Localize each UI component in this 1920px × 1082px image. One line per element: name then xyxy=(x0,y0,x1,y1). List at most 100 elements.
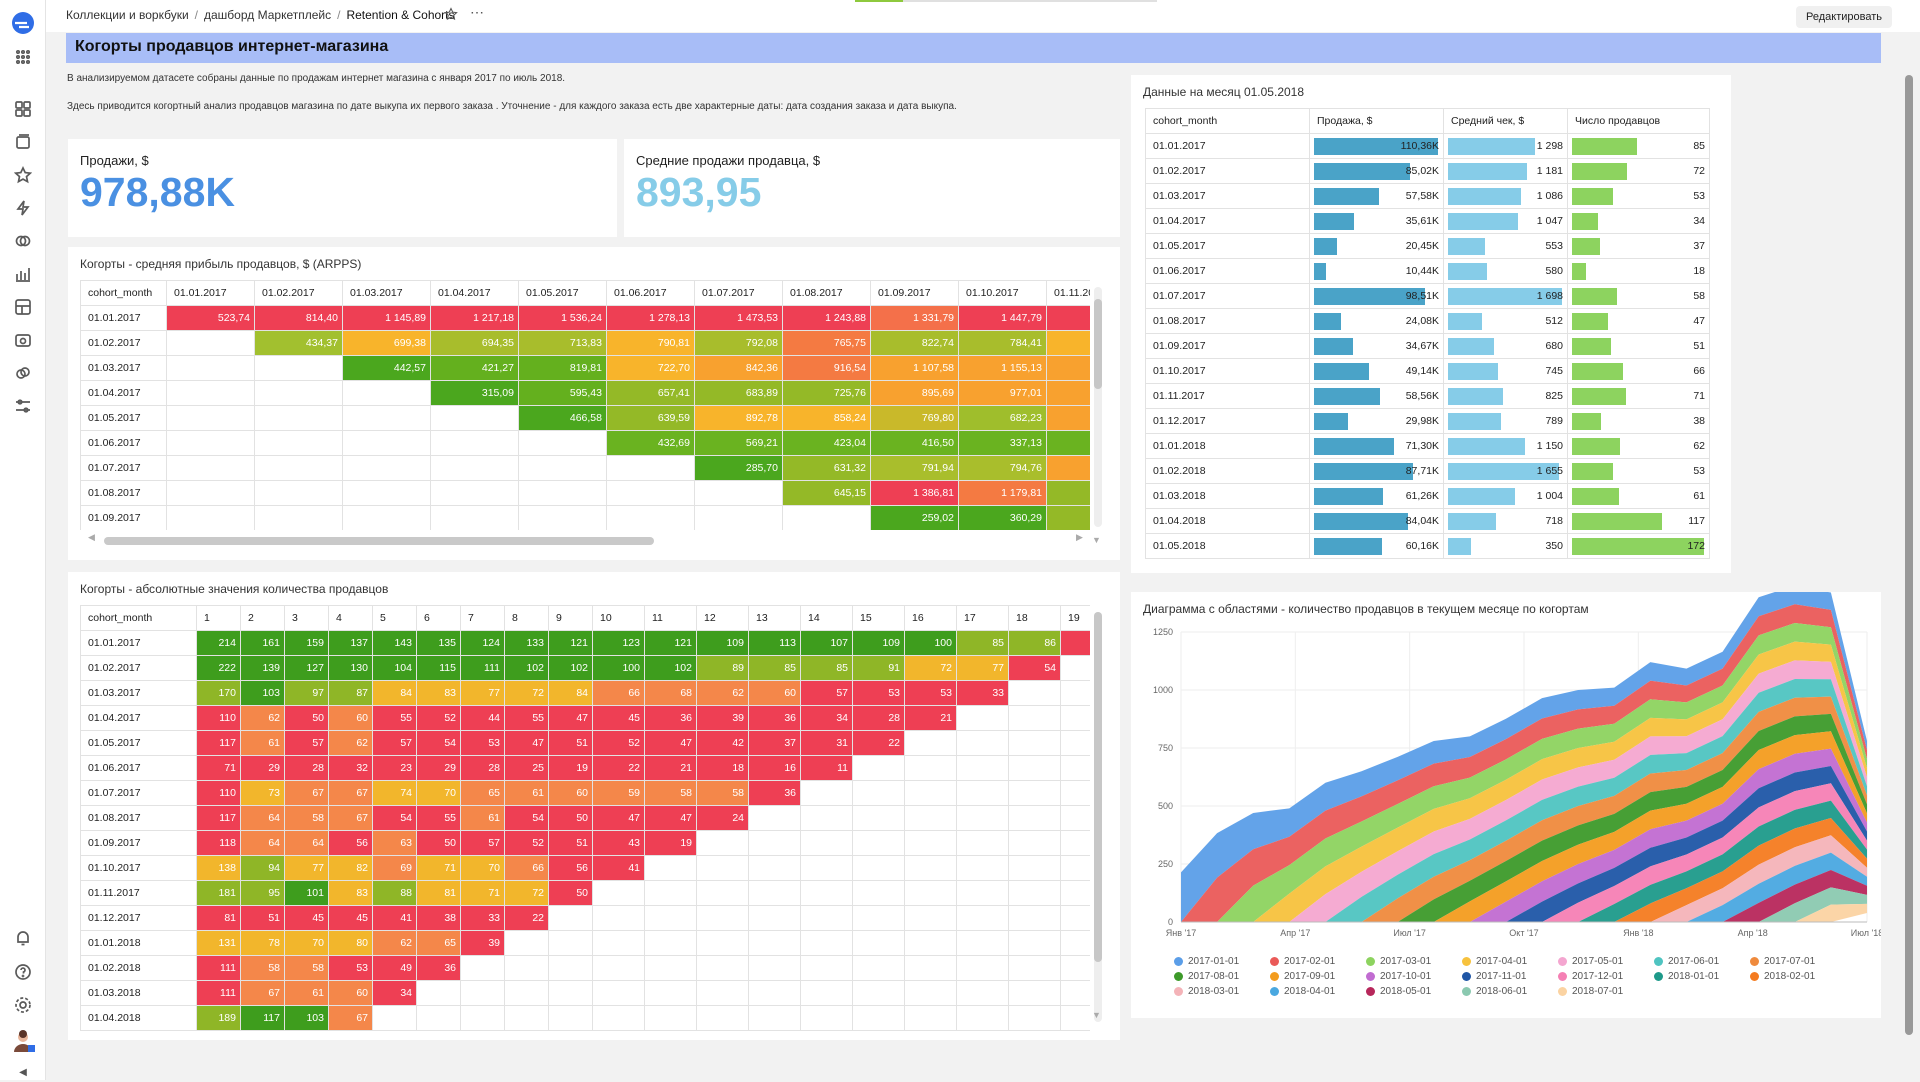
abs-table-viewport[interactable]: cohort_month 1 2 3 4 5 6 7 8 9 10 11 12 13 14 15 16 17 18 1… xyxy=(80,605,1090,1035)
table-cell: 58 xyxy=(696,780,749,806)
column-header[interactable]: 10 xyxy=(592,605,645,631)
collapse-nav-icon[interactable]: ◀ xyxy=(19,1066,27,1078)
legend-item[interactable]: 2017-12-01 xyxy=(1558,971,1623,982)
column-header[interactable]: 01.07.2017 xyxy=(694,280,783,306)
page-scrollbar-thumb[interactable] xyxy=(1905,75,1913,1035)
favorite-star-icon[interactable] xyxy=(444,7,458,21)
avatar[interactable] xyxy=(11,1028,35,1052)
legend-item[interactable]: 2018-03-01 xyxy=(1174,986,1239,997)
legend-item[interactable]: 2018-04-01 xyxy=(1270,986,1335,997)
legend-item[interactable]: 2017-07-01 xyxy=(1750,956,1815,967)
favorites-icon[interactable] xyxy=(13,165,33,185)
column-header[interactable]: 01.10.2017 xyxy=(958,280,1047,306)
column-header[interactable]: 8 xyxy=(504,605,549,631)
grid-menu-icon[interactable] xyxy=(13,47,33,67)
breadcrumb-dashboard[interactable]: дашборд Маркетплейс xyxy=(204,8,332,22)
column-header[interactable]: 7 xyxy=(460,605,505,631)
reports-icon[interactable] xyxy=(13,330,33,350)
scrollbar-thumb[interactable] xyxy=(1094,612,1102,962)
bar-value: 57,58K xyxy=(1405,190,1439,202)
help-icon[interactable] xyxy=(13,962,33,982)
column-header[interactable]: 01.04.2017 xyxy=(430,280,519,306)
legend-swatch xyxy=(1270,957,1279,966)
logo-icon[interactable] xyxy=(10,10,36,36)
column-header[interactable]: Число продавцов xyxy=(1567,108,1710,134)
table-row: 01.09.2017 34,67K 680 51 xyxy=(1145,333,1710,359)
dashboards-icon[interactable] xyxy=(13,297,33,317)
column-header[interactable]: 2 xyxy=(240,605,285,631)
edit-button[interactable]: Редактировать xyxy=(1796,6,1892,28)
legend-item[interactable]: 2017-04-01 xyxy=(1462,956,1527,967)
legend-item[interactable]: 2017-01-01 xyxy=(1174,956,1239,967)
column-header[interactable]: 17 xyxy=(956,605,1009,631)
scroll-down-icon[interactable]: ▼ xyxy=(1092,535,1101,545)
table-header-row: cohort_month Продажа, $ Средний чек, $ Числ… xyxy=(1145,108,1710,134)
legend-item[interactable]: 2017-10-01 xyxy=(1366,971,1431,982)
column-header[interactable]: 11 xyxy=(644,605,697,631)
column-header[interactable]: 01.11.2017 xyxy=(1046,280,1090,306)
scrollbar-thumb[interactable] xyxy=(1094,299,1102,389)
column-header[interactable]: 18 xyxy=(1008,605,1061,631)
column-header[interactable]: 16 xyxy=(904,605,957,631)
charts-icon[interactable] xyxy=(13,264,33,284)
table-row: 01.03.2018 61,26K 1 004 61 xyxy=(1145,483,1710,509)
horizontal-scrollbar-thumb[interactable] xyxy=(104,537,654,545)
column-header[interactable]: 12 xyxy=(696,605,749,631)
legend-item[interactable]: 2017-11-01 xyxy=(1462,971,1526,982)
more-menu-icon[interactable]: ⋯ xyxy=(470,4,485,20)
datasets-icon[interactable] xyxy=(13,231,33,251)
column-header[interactable]: 19 xyxy=(1060,605,1090,631)
column-header[interactable]: cohort_month xyxy=(1145,108,1310,134)
settings-sliders-icon[interactable] xyxy=(13,396,33,416)
column-header[interactable]: 01.02.2017 xyxy=(254,280,343,306)
column-header[interactable]: 01.06.2017 xyxy=(606,280,695,306)
column-header[interactable]: 13 xyxy=(748,605,801,631)
column-header[interactable]: 1 xyxy=(196,605,241,631)
column-header[interactable]: 01.09.2017 xyxy=(870,280,959,306)
column-header[interactable]: 5 xyxy=(372,605,417,631)
legend-item[interactable]: 2017-09-01 xyxy=(1270,971,1335,982)
legend-item[interactable]: 2017-08-01 xyxy=(1174,971,1239,982)
collections-icon[interactable] xyxy=(13,99,33,119)
legend-item[interactable]: 2017-05-01 xyxy=(1558,956,1623,967)
column-header[interactable]: 14 xyxy=(800,605,853,631)
legend-item[interactable]: 2018-01-01 xyxy=(1654,971,1719,982)
settings-gear-icon[interactable] xyxy=(13,995,33,1015)
column-header[interactable]: 3 xyxy=(284,605,329,631)
scroll-left-icon[interactable]: ◀ xyxy=(88,532,95,542)
column-header[interactable]: cohort_month xyxy=(80,280,167,306)
page-scrollbar-track[interactable] xyxy=(1904,70,1914,1040)
notifications-bell-icon[interactable] xyxy=(13,928,33,948)
vertical-scrollbar[interactable] xyxy=(1094,287,1102,527)
legend-item[interactable]: 2017-03-01 xyxy=(1366,956,1431,967)
table-cell: 66 xyxy=(592,680,645,706)
integrations-icon[interactable] xyxy=(13,363,33,383)
column-header[interactable]: 01.03.2017 xyxy=(342,280,431,306)
legend-item[interactable]: 2018-02-01 xyxy=(1750,971,1815,982)
column-header[interactable]: 01.08.2017 xyxy=(782,280,871,306)
column-header[interactable]: 9 xyxy=(548,605,593,631)
column-header[interactable]: cohort_month xyxy=(80,605,197,631)
column-header[interactable]: Средний чек, $ xyxy=(1443,108,1568,134)
legend-item[interactable]: 2018-06-01 xyxy=(1462,986,1527,997)
column-header[interactable]: 15 xyxy=(852,605,905,631)
monthly-table-viewport[interactable]: cohort_month Продажа, $ Средний чек, $ Числ… xyxy=(1145,108,1717,560)
legend-item[interactable]: 2017-06-01 xyxy=(1654,956,1719,967)
column-header[interactable]: 4 xyxy=(328,605,373,631)
scroll-down-icon[interactable]: ▼ xyxy=(1092,1010,1101,1020)
legend-item[interactable]: 2018-05-01 xyxy=(1366,986,1431,997)
arpps-table-viewport[interactable]: cohort_month 01.01.2017 01.02.2017 01.03.20… xyxy=(80,280,1090,530)
column-header[interactable]: 01.05.2017 xyxy=(518,280,607,306)
legend-item[interactable]: 2017-02-01 xyxy=(1270,956,1335,967)
vertical-scrollbar[interactable] xyxy=(1094,612,1102,1022)
column-header[interactable]: 6 xyxy=(416,605,461,631)
column-header[interactable]: Продажа, $ xyxy=(1309,108,1444,134)
table-row: 01.12.2017 81 51 45 45 41 38 33 22 xyxy=(80,905,1090,931)
legend-item[interactable]: 2018-07-01 xyxy=(1558,986,1623,997)
breadcrumb-collections[interactable]: Коллекции и воркбуки xyxy=(66,8,189,22)
connections-icon[interactable] xyxy=(13,198,33,218)
workbooks-icon[interactable] xyxy=(13,132,33,152)
column-header[interactable]: 01.01.2017 xyxy=(166,280,255,306)
table-cell: 765,75 xyxy=(782,330,871,356)
scroll-right-icon[interactable]: ▶ xyxy=(1076,532,1083,542)
